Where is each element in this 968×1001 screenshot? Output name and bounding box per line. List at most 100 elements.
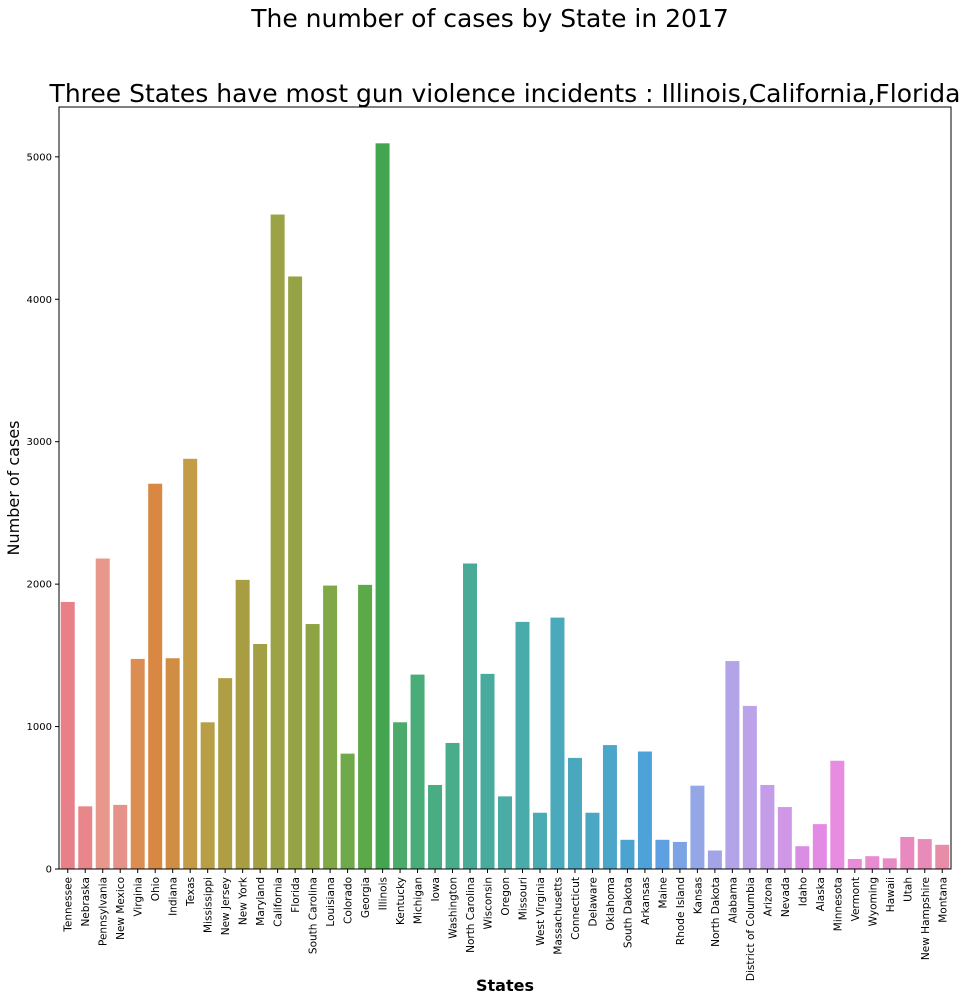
x-tick-label: Georgia <box>360 877 372 918</box>
x-tick-label: Utah <box>902 877 914 902</box>
bar-tennessee <box>60 601 75 869</box>
x-tick-label: Delaware <box>587 877 599 926</box>
bar-minnesota <box>830 760 845 869</box>
x-tick-label: District of Columbia <box>745 877 757 981</box>
x-axis-label: States <box>476 976 534 995</box>
bar-louisiana <box>323 585 338 869</box>
x-tick-label: New Jersey <box>220 877 232 935</box>
x-tick-label: Iowa <box>430 877 442 902</box>
plot-frame <box>58 106 952 870</box>
y-axis-label: Number of cases <box>4 421 23 556</box>
bar-vermont <box>847 859 862 869</box>
figure-suptitle: The number of cases by State in 2017 <box>251 4 729 33</box>
y-tick-label: 4000 <box>27 295 52 306</box>
bar-north-carolina <box>463 563 478 869</box>
bar-south-dakota <box>620 839 635 869</box>
x-tick-label: Wisconsin <box>483 877 495 929</box>
x-tick-label: Colorado <box>343 877 355 924</box>
x-tick-label: Kentucky <box>395 877 407 925</box>
bar-missouri <box>515 621 530 869</box>
y-tick-label: 5000 <box>27 152 52 163</box>
bar-california <box>270 214 285 870</box>
bar-indiana <box>165 658 180 869</box>
bar-west-virginia <box>532 812 547 869</box>
bar-new-jersey <box>218 678 233 869</box>
bar-new-york <box>235 579 250 869</box>
y-tick-label: 1000 <box>27 722 52 733</box>
chart-title: Three States have most gun violence inci… <box>49 79 961 108</box>
x-tick-label: Montana <box>937 877 949 923</box>
bar-alaska <box>812 824 827 869</box>
x-tick-label: North Carolina <box>465 877 477 953</box>
bar-arkansas <box>637 751 652 869</box>
x-tick-label: Pennsylvania <box>98 877 110 946</box>
x-tick-label: Oregon <box>500 877 512 916</box>
x-tick-label: Alaska <box>815 877 827 911</box>
x-tick-label: Ohio <box>150 877 162 901</box>
bar-montana <box>935 844 950 869</box>
x-tick-label: Arkansas <box>640 877 652 925</box>
x-tick-label: Vermont <box>850 877 862 921</box>
bar-florida <box>288 276 303 869</box>
bar-hawaii <box>882 858 897 869</box>
x-tick-label: Missouri <box>517 877 529 920</box>
bar-oklahoma <box>602 745 617 869</box>
y-axis: 0 1000 2000 3000 4000 5000 <box>27 152 59 876</box>
bar-colorado <box>340 753 355 869</box>
bar-michigan <box>410 674 425 869</box>
x-tick-label: Idaho <box>797 877 809 906</box>
y-tick-label: 2000 <box>27 580 52 591</box>
bar-rhode-island <box>672 841 687 869</box>
x-tick-label: Hawaii <box>885 877 897 912</box>
x-tick-label: South Dakota <box>622 877 634 948</box>
x-tick-label: Wyoming <box>867 877 879 926</box>
x-tick-label: North Dakota <box>710 877 722 947</box>
bar-oregon <box>498 796 512 869</box>
x-tick-label: Indiana <box>168 877 180 916</box>
x-tick-label: New York <box>238 876 250 925</box>
y-tick-label: 3000 <box>27 437 52 448</box>
bar-maine <box>655 839 670 869</box>
bar-nevada <box>777 807 792 869</box>
x-tick-label: Nevada <box>780 877 792 917</box>
bar-wisconsin <box>480 673 495 869</box>
x-tick-label: Tennessee <box>63 877 75 933</box>
x-tick-label: Louisiana <box>325 877 337 927</box>
x-tick-label: Maine <box>657 877 669 909</box>
x-tick-label: Maryland <box>255 877 267 926</box>
bar-pennsylvania <box>95 558 110 869</box>
x-tick-label: Florida <box>290 877 302 913</box>
bar-nebraska <box>78 806 93 869</box>
x-tick-label: Arizona <box>762 877 774 916</box>
bar-maryland <box>253 643 268 869</box>
bar-new-mexico <box>113 804 128 869</box>
x-axis: Tennessee Nebraska Pennsylvania New Mexico V… <box>63 869 949 981</box>
x-tick-label: South Carolina <box>308 877 320 954</box>
x-tick-label: Virginia <box>133 877 145 917</box>
bar-idaho <box>795 846 810 869</box>
bar-utah <box>900 836 915 869</box>
bar-district-of-columbia <box>742 705 757 869</box>
x-tick-label: Nebraska <box>80 877 92 927</box>
x-tick-label: Connecticut <box>570 877 582 940</box>
x-tick-label: California <box>273 877 285 927</box>
bar-connecticut <box>567 757 582 869</box>
bar-texas <box>183 458 198 869</box>
x-tick-label: Rhode Island <box>675 877 687 945</box>
bar-kansas <box>690 785 705 869</box>
bar-new-hampshire <box>917 839 932 869</box>
bar-washington <box>445 742 460 869</box>
bar-arizona <box>760 784 775 869</box>
bar-wyoming <box>865 856 880 869</box>
x-tick-label: Illinois <box>378 877 390 910</box>
bar-virginia <box>130 658 145 869</box>
x-tick-label: Massachusetts <box>552 877 564 955</box>
bar-delaware <box>585 812 600 869</box>
bars-group <box>60 143 950 870</box>
x-tick-label: Alabama <box>727 877 739 923</box>
x-tick-label: New Hampshire <box>920 877 932 960</box>
bar-kentucky <box>393 722 408 869</box>
x-tick-label: Texas <box>185 877 197 907</box>
bar-massachusetts <box>550 617 565 869</box>
